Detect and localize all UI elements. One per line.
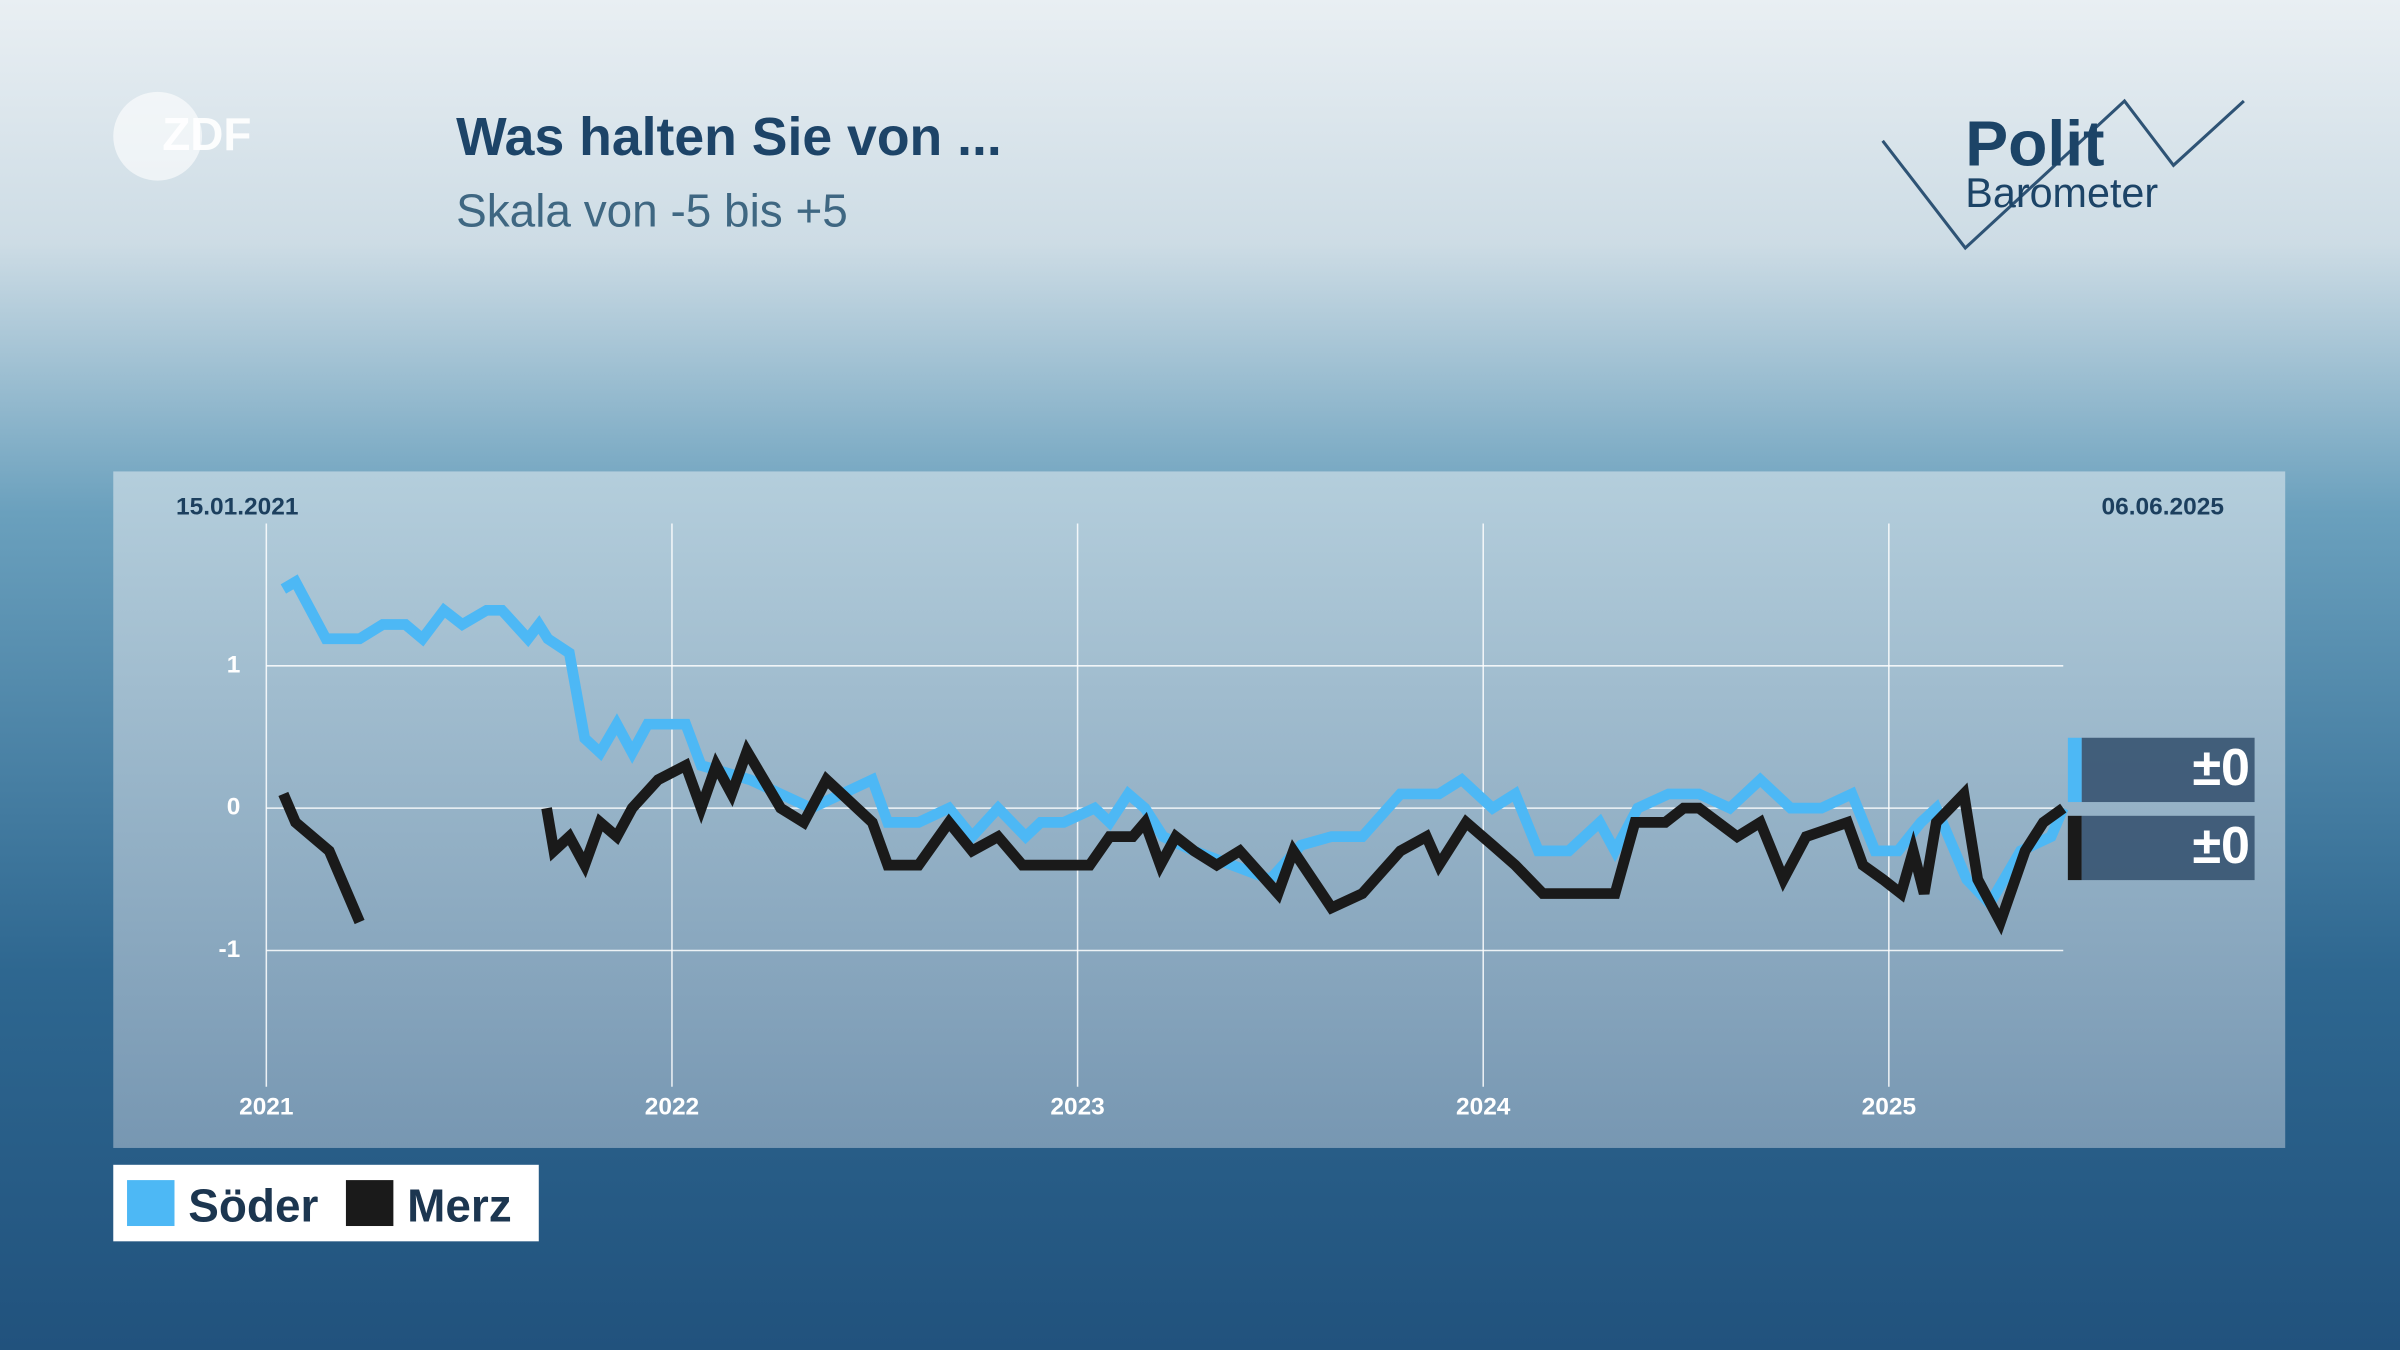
broadcaster-logo: ZDF bbox=[162, 108, 251, 160]
y-tick-label: -1 bbox=[219, 936, 241, 963]
x-tick-label: 2021 bbox=[239, 1094, 293, 1121]
show-logo-subtitle: Barometer bbox=[1965, 170, 2158, 216]
change-box bbox=[2081, 737, 2255, 803]
legend-box bbox=[113, 1164, 539, 1242]
start-date: 15.01.2021 bbox=[176, 494, 298, 521]
show-logo-title: Polit bbox=[1965, 107, 2104, 179]
chart-panel bbox=[113, 471, 2286, 1148]
change-label: ±0 bbox=[2193, 817, 2251, 875]
change-color-bar bbox=[2067, 737, 2082, 803]
x-tick-label: 2023 bbox=[1050, 1094, 1104, 1121]
logo-circle bbox=[113, 91, 203, 181]
chart-subtitle: Skala von -5 bis +5 bbox=[456, 184, 848, 236]
series-line bbox=[280, 574, 2069, 913]
legend-swatch bbox=[345, 1180, 394, 1227]
legend-label: Söder bbox=[188, 1179, 318, 1231]
x-tick-label: 2022 bbox=[645, 1094, 699, 1121]
change-box bbox=[2081, 815, 2255, 881]
chart-title: Was halten Sie von ... bbox=[456, 108, 1002, 167]
legend-label: Merz bbox=[407, 1179, 512, 1231]
series-line bbox=[278, 738, 2067, 936]
change-color-bar bbox=[2067, 815, 2082, 881]
end-date: 06.06.2025 bbox=[2102, 494, 2224, 521]
change-label: ±0 bbox=[2193, 739, 2251, 797]
y-tick-label: 0 bbox=[227, 794, 241, 821]
legend-swatch bbox=[127, 1180, 175, 1227]
x-tick-label: 2025 bbox=[1862, 1094, 1916, 1121]
show-logo-zigzag bbox=[1881, 98, 2245, 251]
y-tick-label: 1 bbox=[227, 651, 241, 678]
x-tick-label: 2024 bbox=[1456, 1094, 1511, 1121]
